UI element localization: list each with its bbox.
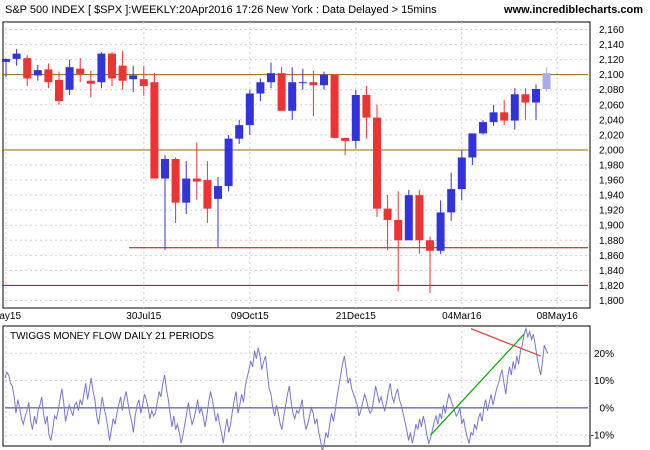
candle-body	[129, 75, 138, 80]
candle-body	[86, 80, 95, 84]
price-tick-label: 1,880	[599, 236, 624, 247]
candle-body	[500, 112, 509, 121]
candle-body	[298, 82, 307, 84]
indicator-tick-label: 0%	[600, 403, 615, 414]
candle-body	[76, 68, 85, 74]
candle-body	[320, 74, 328, 86]
candle-body	[192, 178, 201, 182]
candle-body	[224, 138, 233, 187]
price-tick-label: 2,040	[599, 115, 624, 126]
candle-body	[351, 95, 360, 141]
candle-body	[542, 73, 551, 89]
candle-body	[330, 74, 339, 138]
candle-body	[404, 195, 413, 241]
candle-body	[468, 133, 477, 158]
candle-body	[309, 82, 318, 86]
candle-body	[426, 240, 434, 251]
price-tick-label: 2,140	[599, 40, 624, 51]
candle-body	[521, 94, 530, 103]
candle-body	[267, 73, 275, 83]
candle-body	[139, 79, 148, 86]
website-link[interactable]: www.incrediblecharts.com	[503, 4, 643, 16]
candle-body	[383, 208, 392, 220]
candle-body	[214, 186, 222, 199]
candlestick-series	[2, 49, 551, 293]
candle-body	[44, 69, 53, 83]
money-flow-series	[4, 326, 588, 450]
candle-body	[489, 112, 498, 123]
candle-body	[479, 122, 487, 134]
price-tick-label: 2,000	[599, 145, 624, 156]
support-trendline	[430, 333, 525, 436]
candle-body	[447, 189, 456, 213]
candle-body	[288, 82, 297, 111]
price-tick-label: 2,160	[599, 25, 624, 36]
candle-body	[161, 158, 169, 179]
candle-body	[277, 73, 286, 111]
chart-title: S&P 500 INDEX [ $SPX ]:WEEKLY:20Apr2016 …	[5, 4, 437, 16]
candle-body	[2, 58, 10, 62]
candle-body	[12, 53, 21, 59]
price-tick-label: 1,840	[599, 266, 624, 277]
candle-body	[457, 157, 466, 190]
candle-body	[23, 58, 32, 79]
indicator-tick-label: 20%	[594, 349, 614, 360]
price-tick-label: 2,120	[599, 55, 624, 66]
candle-body	[182, 178, 191, 203]
price-tick-label: 1,900	[599, 221, 624, 232]
candle-body	[256, 82, 265, 94]
price-tick-label: 2,020	[599, 130, 624, 141]
date-tick-label: 04Mar16	[442, 311, 482, 322]
candle-body	[108, 53, 116, 79]
candle-body	[394, 219, 403, 241]
price-tick-label: 1,860	[599, 251, 624, 262]
candle-body	[341, 137, 350, 141]
candle-body	[55, 79, 63, 102]
axis-labels: 2,160 2,140 2,120 2,100 2,080 2,060 2,040 2,020…	[0, 25, 624, 442]
price-tick-label: 1,820	[599, 281, 624, 292]
indicator-panel-frame	[2, 325, 591, 447]
candle-body	[171, 158, 180, 203]
candle-body	[97, 53, 106, 83]
horizontal-lines	[2, 74, 588, 286]
date-tick-label: 08May16	[537, 311, 579, 322]
candle-body	[150, 82, 159, 179]
price-tick-label: 2,100	[599, 70, 624, 81]
candle-body	[245, 93, 254, 126]
indicator-title: TWIGGS MONEY FLOW DAILY 21 PERIODS	[10, 331, 214, 342]
indicator-tick-label: 10%	[594, 376, 614, 387]
candle-body	[65, 67, 74, 90]
candle-body	[203, 180, 212, 209]
candle-body	[373, 117, 381, 209]
candle-body	[532, 88, 540, 103]
price-tick-label: 2,080	[599, 85, 624, 96]
candle-body	[118, 65, 127, 81]
price-tick-label: 1,800	[599, 296, 624, 307]
date-tick-label: 09Oct15	[231, 311, 269, 322]
candle-body	[235, 125, 244, 139]
date-tick-label: May15	[0, 311, 21, 322]
candle-body	[415, 195, 424, 241]
money-flow-line	[4, 326, 549, 450]
price-tick-label: 1,940	[599, 191, 624, 202]
date-tick-label: 30Jul15	[126, 311, 161, 322]
price-tick-label: 1,980	[599, 161, 624, 172]
candle-body	[33, 70, 42, 76]
price-tick-label: 1,920	[599, 206, 624, 217]
candle-body	[362, 95, 371, 118]
candle-body	[510, 94, 519, 121]
date-tick-label: 21Dec15	[336, 311, 376, 322]
indicator-tick-label: -10%	[591, 431, 614, 442]
price-tick-label: 1,960	[599, 176, 624, 187]
price-tick-label: 2,060	[599, 100, 624, 111]
resistance-trendline	[470, 328, 541, 357]
candle-body	[436, 212, 445, 251]
